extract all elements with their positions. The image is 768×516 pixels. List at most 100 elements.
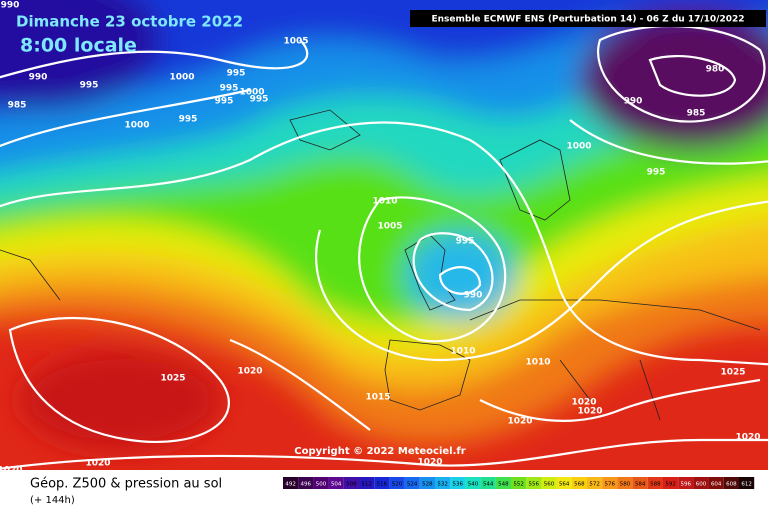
colorbar-swatch <box>602 477 618 489</box>
isobar-label: 1000 <box>239 88 264 98</box>
isobar-label: 1025 <box>160 374 185 384</box>
copyright: Copyright © 2022 Meteociel.fr <box>294 446 465 457</box>
isobar-label: 1020 <box>571 398 596 408</box>
colorbar-swatch <box>419 477 435 489</box>
colorbar-label: 596 <box>681 482 692 488</box>
isobars <box>0 24 768 470</box>
isobar-label: 1000 <box>566 142 591 152</box>
colorbar-swatch <box>328 477 344 489</box>
colorbar-swatch <box>571 477 587 489</box>
footer-title: Géop. Z500 & pression au sol <box>30 477 222 492</box>
time-label: 8:00 locale <box>20 35 137 57</box>
colorbar-swatch <box>617 477 633 489</box>
colorbar-swatch <box>283 477 299 489</box>
colorbar-swatch <box>647 477 663 489</box>
map-field: 990 990 985 995 1000 995 995 995 1000 99… <box>0 0 768 476</box>
colorbar-label: 612 <box>741 482 752 488</box>
colorbar-label: 544 <box>483 482 494 488</box>
isobar-label: 1010 <box>525 358 550 368</box>
isobar-label: 1020 <box>507 417 532 427</box>
isobar-label: 995 <box>250 95 269 105</box>
colorbar-swatch <box>298 477 314 489</box>
colorbar-label: 524 <box>407 482 418 488</box>
isobar-label: 990 <box>1 1 20 11</box>
colorbar-swatch <box>343 477 359 489</box>
colorbar-swatch <box>632 477 648 489</box>
isobar-label: 995 <box>456 237 475 247</box>
colorbar-label: 520 <box>392 482 403 488</box>
colorbar-swatch <box>739 477 755 489</box>
colorbar-label: 608 <box>726 482 737 488</box>
colorbar-swatch <box>541 477 557 489</box>
isobar-label: 1015 <box>365 393 390 403</box>
isobar-label: 990 <box>624 97 643 107</box>
colorbar-swatch <box>313 477 329 489</box>
colorbar-label: 568 <box>574 482 585 488</box>
isobar-label: 1010 <box>450 347 475 357</box>
colorbar-swatch <box>374 477 390 489</box>
colorbar-swatch <box>435 477 451 489</box>
isobar-label: 1020 <box>0 466 23 476</box>
isobar-label: 1020 <box>417 458 442 468</box>
run-label: Ensemble ECMWF ENS (Perturbation 14) - 0… <box>431 15 744 25</box>
isobar-label: 995 <box>227 69 246 79</box>
footer-lead: (+ 144h) <box>30 495 75 506</box>
colorbar-label: 592 <box>665 482 676 488</box>
colorbar-swatch <box>587 477 603 489</box>
colorbar-label: 508 <box>346 482 357 488</box>
isobar-label: 1020 <box>577 407 602 417</box>
isobar-label: 1000 <box>169 73 194 83</box>
colorbar-label: 492 <box>285 482 296 488</box>
colorbar-label: 504 <box>331 482 342 488</box>
colorbar-swatch <box>511 477 527 489</box>
colorbar-swatch <box>663 477 679 489</box>
colorbar-label: 500 <box>316 482 327 488</box>
isobar-label: 985 <box>8 101 27 111</box>
colorbar-swatch <box>389 477 405 489</box>
colorbar-label: 572 <box>589 482 600 488</box>
isobar-label: 1025 <box>720 368 745 378</box>
colorbar-label: 540 <box>468 482 479 488</box>
isobar-label: 990 <box>29 73 48 83</box>
colorbar-label: 516 <box>377 482 388 488</box>
isobar-label: 995 <box>215 97 234 107</box>
isobar-label: 995 <box>647 168 666 178</box>
colorbar-swatch <box>465 477 481 489</box>
colorbar-label: 580 <box>620 482 631 488</box>
isobar-label: 995 <box>220 84 239 94</box>
colorbar-label: 584 <box>635 482 646 488</box>
isobar-labels: 990 990 985 995 1000 995 995 995 1000 99… <box>0 1 761 476</box>
colorbar-swatch <box>678 477 694 489</box>
colorbar-swatch <box>404 477 420 489</box>
isobar-label: 990 <box>464 291 483 301</box>
colorbar-swatch <box>450 477 466 489</box>
colorbar-swatch <box>359 477 375 489</box>
colorbar-swatch <box>556 477 572 489</box>
colorbar-label: 588 <box>650 482 661 488</box>
colorbar-label: 532 <box>437 482 448 488</box>
colorbar-label: 576 <box>605 482 616 488</box>
isobar-label: 1010 <box>372 197 397 207</box>
colorbar-swatch <box>708 477 724 489</box>
isobar-label: 1020 <box>85 459 110 469</box>
colorbar-swatch <box>693 477 709 489</box>
colorbar-swatch <box>495 477 511 489</box>
colorbar-swatch <box>480 477 496 489</box>
colorbar-swatch <box>526 477 542 489</box>
colorbar-label: 564 <box>559 482 570 488</box>
run-box <box>410 10 766 27</box>
isobar-label: 1005 <box>283 37 308 47</box>
colorbar-label: 548 <box>498 482 509 488</box>
isobar-label: 1005 <box>377 222 402 232</box>
isobar-label: 985 <box>687 109 706 119</box>
colorbar-label: 600 <box>696 482 707 488</box>
colorbar-label: 512 <box>361 482 372 488</box>
colorbar-label: 496 <box>301 482 312 488</box>
colorbar-label: 528 <box>422 482 433 488</box>
colorbar: 492 496 500 504 508 512 516 520 524 528 532 536 540 5… <box>283 477 755 489</box>
date-label: Dimanche 23 octobre 2022 <box>16 13 243 31</box>
isobar-label: 995 <box>80 81 99 91</box>
colorbar-swatch <box>723 477 739 489</box>
isobar-label: 1000 <box>124 121 149 131</box>
